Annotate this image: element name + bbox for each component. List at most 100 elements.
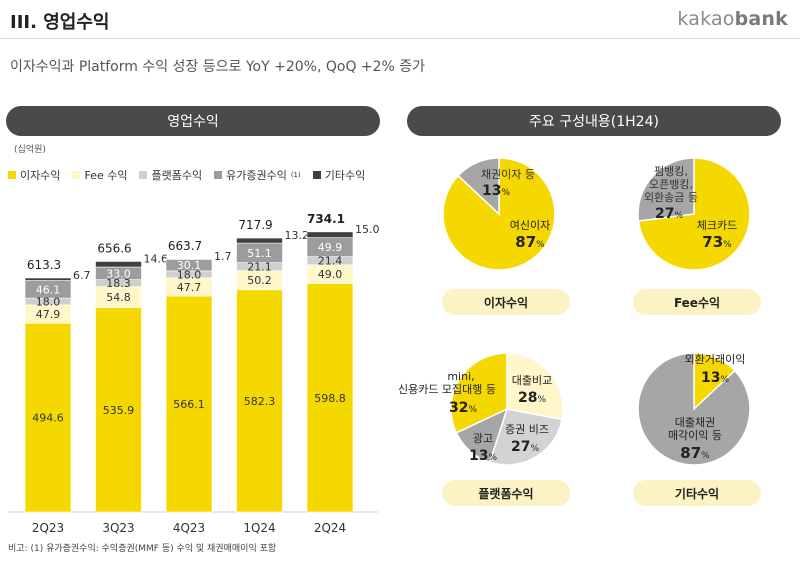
bar-value-label: 598.8 (314, 392, 346, 405)
pie-slice-label: mini, (447, 370, 474, 383)
bar-value-label: 14.6 (144, 252, 169, 265)
legend-item-interest: 이자수익 (8, 167, 60, 183)
x-tick-label: 1Q24 (243, 521, 275, 535)
bar-value-label: 15.0 (355, 223, 380, 236)
operating-revenue-bar-chart: 494.647.918.046.16.7613.32Q23535.954.818… (8, 212, 380, 535)
bar-value-label: 30.1 (177, 259, 202, 272)
x-tick-label: 2Q24 (314, 521, 346, 535)
pie-title-interest: 이자수익 (442, 289, 570, 315)
pie-slice-percent: 73% (702, 233, 732, 251)
pie-slice-label: 여신이자 (510, 219, 550, 232)
pie-slice-percent: 27% (511, 439, 539, 455)
pie-slice-label: 증권 비즈 (505, 423, 549, 436)
pie-title-fee: Fee수익 (633, 289, 761, 315)
header-divider (0, 38, 800, 39)
bar-value-label: 49.9 (318, 241, 343, 254)
bar-value-label: 46.1 (36, 283, 61, 296)
pie-slice-label: 대출비교 (512, 374, 552, 387)
pie-slice-label: 대출채권 (675, 416, 715, 429)
legend-item-platform: 플랫폼수익 (139, 167, 202, 183)
bar-value-label: 51.1 (247, 247, 272, 260)
legend-label: 이자수익 (20, 169, 61, 182)
pie-slice-percent: 87% (680, 444, 710, 462)
page-title: III. 영업수익 (10, 12, 110, 33)
bar-value-label: 33.0 (106, 267, 131, 280)
pie-other-income: 외환거래이익 13% 대출채권 매각이익 등 87% (637, 352, 751, 466)
bar-segment (236, 237, 283, 244)
pie-slice-percent: 13% (482, 183, 510, 199)
bar-value-label: 535.9 (103, 404, 135, 417)
unit-label: (십억원) (14, 145, 46, 155)
bar-total-label: 734.1 (307, 212, 345, 226)
bar-value-label: 18.3 (106, 277, 131, 290)
pie-slice-label: 광고 (473, 432, 493, 445)
bar-segment (24, 277, 72, 281)
pie-slice-label: 체크카드 (697, 219, 737, 232)
pie-slice (637, 352, 751, 466)
page-subtitle: 이자수익과 Platform 수익 성장 등으로 YoY +20%, QoQ +… (10, 59, 426, 75)
pie-slice-percent: 28% (518, 390, 546, 406)
bar-segment (95, 261, 142, 268)
pie-slice-percent: 27% (655, 206, 683, 222)
bar-total-label: 656.6 (97, 241, 131, 255)
legend-item-securities: 유가증권수익 (1) (214, 167, 301, 183)
bar-total-label: 613.3 (27, 258, 61, 272)
pie-slice-percent: 32% (449, 400, 477, 416)
bar-value-label: 582.3 (244, 395, 276, 408)
pie-title-platform: 플랫폼수익 (442, 480, 570, 506)
bar-segment (306, 283, 354, 513)
bar-value-label: 49.0 (318, 268, 343, 281)
pie-slice-label: 신용카드 모집대행 등 (398, 383, 496, 396)
pie-slice-label: 매각이익 등 (668, 429, 722, 442)
pie-slice-percent: 87% (515, 233, 545, 251)
legend-label: 유가증권수익 (226, 169, 287, 182)
bar-total-label: 663.7 (168, 239, 202, 253)
pie-slice-label: 외환거래이익 (685, 353, 746, 366)
right-panel-title: 주요 구성내용(1H24) (407, 106, 781, 136)
bar-value-label: 47.9 (36, 308, 61, 321)
legend-label: 플랫폼수익 (151, 169, 203, 182)
bar-segment (24, 322, 72, 513)
x-tick-label: 2Q23 (32, 521, 64, 535)
pie-fee-income: 체크카드 73% 펌뱅킹, 오픈뱅킹, 외환송금 등 27% (637, 157, 751, 271)
legend-item-other: 기타수익 (312, 167, 365, 183)
left-panel-title: 영업수익 (6, 106, 380, 136)
bar-value-label: 13.2 (285, 229, 310, 242)
chart-legend: 이자수익 Fee 수익 플랫폼수익 유가증권수익 (1) 기타수익 (8, 167, 365, 183)
bar-total-label: 717.9 (238, 218, 272, 232)
pie-platform-income: 대출비교 28% 증권 비즈 27% 광고 13% mini, 신용카드 모집대… (398, 352, 564, 466)
bar-value-label: 1.7 (214, 250, 232, 263)
bar-value-label: 47.7 (177, 281, 202, 294)
bar-value-label: 21.4 (318, 255, 343, 268)
bar-value-label: 50.2 (247, 274, 272, 287)
footnote: 비고: (1) 유가증권수익: 수익증권(MMF 등) 수익 및 채권매매이익 … (8, 544, 277, 554)
legend-swatch (72, 171, 81, 179)
pie-slice (488, 408, 563, 466)
pie-slice-label: 외환송금 등 (644, 191, 698, 204)
legend-label: Fee 수익 (84, 169, 128, 182)
bar-segment (95, 307, 142, 513)
legend-footnote-mark: (1) (290, 171, 301, 179)
pie-slice (450, 352, 508, 434)
bar-value-label: 54.8 (106, 291, 131, 304)
bar-value-label: 6.7 (73, 269, 91, 282)
bar-segment (236, 289, 283, 513)
pie-slice-percent: 13% (469, 448, 497, 464)
x-tick-label: 4Q23 (173, 521, 205, 535)
pie-slice-label: 오픈뱅킹, (649, 178, 693, 191)
x-tick-label: 3Q23 (102, 521, 134, 535)
bar-value-label: 18.0 (36, 296, 61, 309)
bar-value-label: 494.6 (32, 412, 64, 425)
pie-interest-income: 여신이자 87% 채권이자 등 13% (442, 157, 556, 271)
legend-swatch (8, 171, 16, 179)
pie-title-other: 기타수익 (633, 480, 761, 506)
pie-slice (506, 352, 564, 421)
bar-segment (306, 231, 354, 238)
pie-slice-percent: 13% (701, 370, 729, 386)
bar-value-label: 21.1 (247, 261, 272, 274)
legend-swatch (214, 171, 223, 179)
pie-slice-label: 펌뱅킹, (654, 165, 688, 178)
legend-item-fee: Fee 수익 (72, 167, 127, 183)
bar-value-label: 18.0 (177, 268, 202, 281)
bar-value-label: 566.1 (173, 398, 205, 411)
